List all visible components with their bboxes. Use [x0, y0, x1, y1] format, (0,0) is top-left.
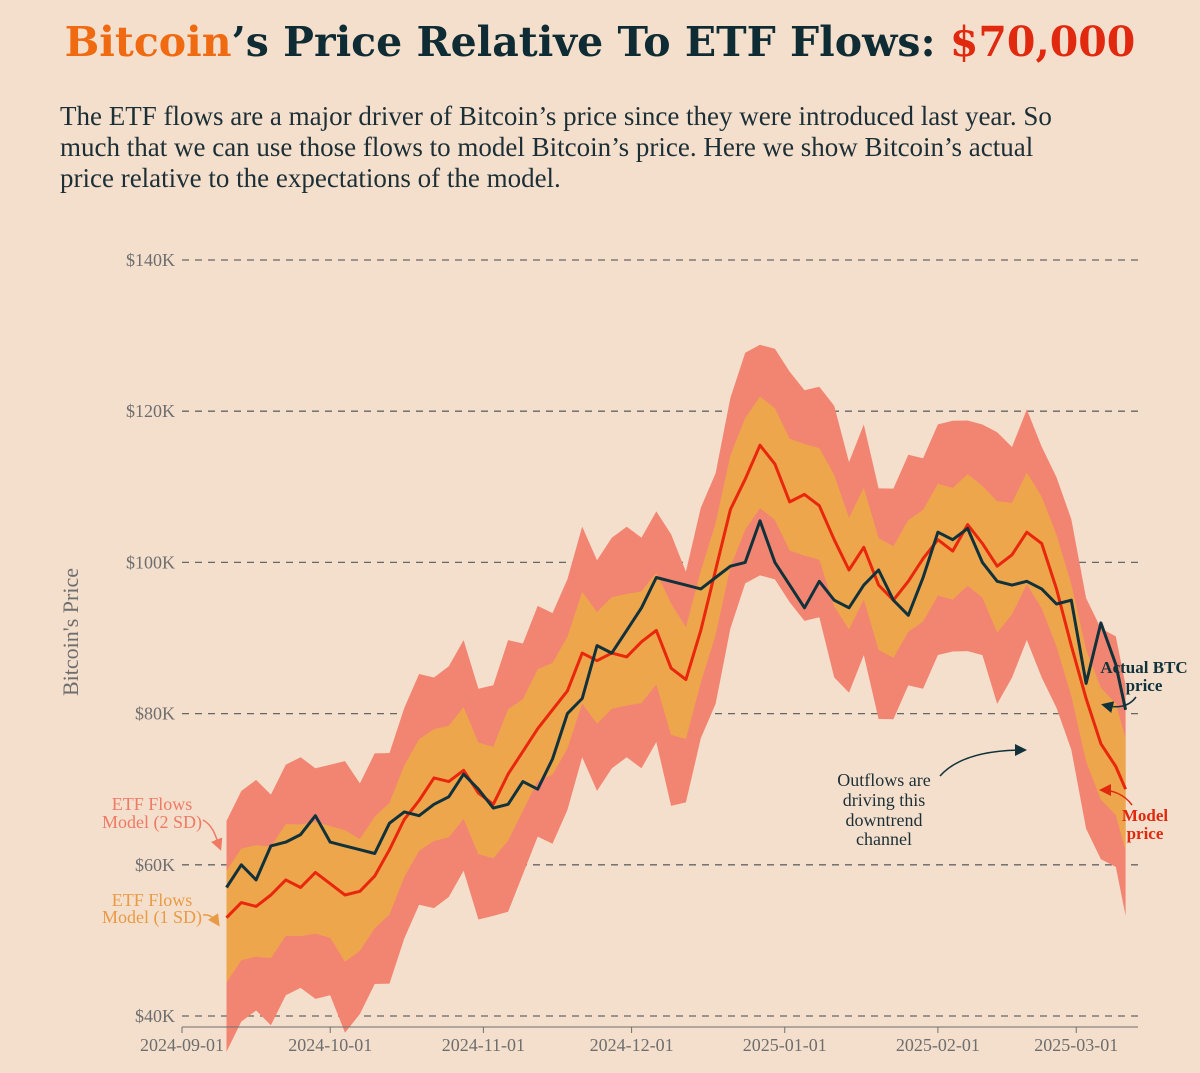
x-tick-label: 2024-09-01	[140, 1035, 224, 1055]
model-arrow	[1099, 784, 1133, 806]
title-brand: Bitcoin	[64, 18, 232, 66]
annotation-etf-2sd: ETF Flows Model (2 SD)	[102, 794, 223, 851]
y-tick-label: $40K	[135, 1006, 175, 1026]
y-axis-title: Bitcoin's Price	[58, 568, 83, 696]
x-tick-label: 2025-03-01	[1034, 1035, 1118, 1055]
model-price-line	[225, 443, 1127, 919]
etf-2sd-label-2: Model (2 SD)	[102, 812, 202, 833]
chart-subtitle: The ETF flows are a major driver of Bitc…	[60, 101, 1052, 193]
y-tick-label: $100K	[126, 552, 175, 572]
outflow-label-4: channel	[856, 829, 912, 849]
etf-1sd-label-1: ETF Flows	[112, 890, 193, 910]
etf-1sd-arrow	[202, 913, 220, 927]
actual-arrow	[1101, 696, 1137, 714]
annotation-model: Model price	[1099, 784, 1169, 843]
outflow-label-2: driving this	[843, 790, 926, 810]
annotation-outflows: Outflows are driving this downtrend chan…	[837, 744, 1027, 849]
band-layer	[226, 344, 1126, 1052]
y-tick-label: $60K	[135, 855, 175, 875]
actual-label-2: price	[1126, 676, 1163, 695]
annotation-etf-1sd: ETF Flows Model (1 SD)	[102, 890, 220, 928]
outflow-label-3: downtrend	[846, 810, 923, 830]
band-1sd	[226, 396, 1126, 983]
outflow-label-1: Outflows are	[837, 770, 930, 790]
actual-label-1: Actual BTC	[1100, 658, 1187, 677]
axis-layer: $40K $60K $80K $100K $120K $140K 2024-09-01 202…	[126, 250, 1138, 1055]
x-tick-label: 2024-11-01	[442, 1035, 525, 1055]
etf-2sd-arrow	[202, 819, 223, 851]
y-tick-label: $120K	[126, 401, 175, 421]
line-layer	[225, 443, 1128, 919]
x-tick-label: 2024-10-01	[288, 1035, 372, 1055]
outflow-arrow	[939, 744, 1027, 777]
title-price: $70,000	[949, 18, 1136, 66]
annotation-actual: Actual BTC price	[1100, 658, 1188, 714]
x-tick-label: 2025-02-01	[896, 1035, 980, 1055]
model-label-2: price	[1127, 824, 1164, 843]
model-label-1: Model	[1122, 806, 1169, 825]
chart-title: Bitcoin’s Price Relative To ETF Flows: $…	[0, 18, 1200, 66]
y-tick-label: $80K	[135, 704, 175, 724]
x-tick-label: 2024-12-01	[590, 1035, 674, 1055]
y-tick-label: $140K	[126, 250, 175, 270]
etf-1sd-label-2: Model (1 SD)	[102, 907, 202, 928]
title-middle: ’s Price Relative To ETF Flows:	[231, 18, 950, 66]
etf-2sd-label-1: ETF Flows	[112, 794, 193, 814]
x-tick-label: 2025-01-01	[743, 1035, 827, 1055]
actual-price-line	[225, 519, 1128, 889]
